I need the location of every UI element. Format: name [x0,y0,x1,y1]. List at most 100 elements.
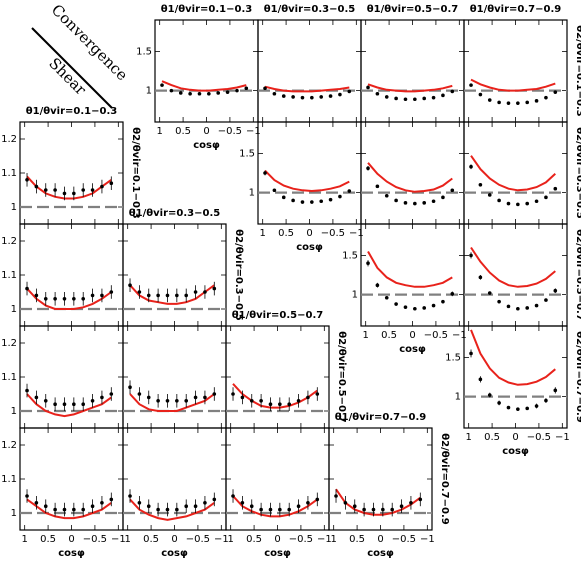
shear-data-point [72,297,76,301]
shear-x-tick-label: 1 [330,534,336,545]
convergence-data-point [450,292,455,296]
shear-y-tick-label: 1.2 [1,236,17,247]
shear-data-point [53,507,57,512]
convergence-x-tick-label: −1 [349,228,364,239]
shear-y-tick-label: 1.1 [1,372,17,383]
convergence-frame [463,121,568,225]
shear-data-point [34,501,39,505]
shear-data-point [193,395,198,400]
convergence-model-line [264,169,350,193]
shear-data-point [343,501,348,505]
shear-data-point [240,395,245,400]
convergence-y-tick-label: 1.5 [342,250,358,261]
convergence-data-point [160,83,164,87]
convergence-x-tick-label: 0 [203,126,209,137]
shear-data-point [53,297,57,301]
convergence-data-point [478,92,483,97]
shear-data-point [409,501,413,505]
convergence-data-point [403,305,408,309]
convergence-frame [463,325,568,429]
convergence-data-point [413,306,417,311]
shear-x-tick-label: 1 [227,534,233,545]
convergence-data-point [375,283,380,288]
convergence-data-point [328,94,333,98]
shear-data-point [137,501,142,505]
convergence-x-tick-label: −0.5 [321,228,345,239]
shear-col-title: θ1/θvir=0.5−0.7 [232,310,323,321]
convergence-data-point [207,91,211,96]
convergence-data-point [441,93,445,98]
shear-data-point [25,286,29,291]
convergence-data-point [366,166,370,171]
shear-data-point [146,504,151,509]
convergence-data-point [516,306,520,311]
convergence-data-point [516,202,520,207]
shear-x-axis-label: cosφ [161,548,188,559]
convergence-panel-r1-c3 [463,121,568,225]
convergence-y-tick-label: 1.5 [239,148,255,159]
convergence-x-tick-label: −0.5 [527,432,551,443]
convergence-data-point [534,199,539,204]
shear-x-tick-label: 0.5 [40,534,56,545]
shear-model-line [26,498,112,520]
shear-data-point [81,507,86,512]
convergence-data-point [347,89,352,94]
convergence-x-tick-label: 0.5 [381,330,397,341]
convergence-data-point [478,377,483,382]
shear-x-tick-label: 1 [21,534,27,545]
shear-col-title: θ1/θvir=0.3−0.5 [129,208,220,219]
shear-y-tick-label: 1.2 [1,440,17,451]
shear-data-point [352,504,357,509]
shear-row-title: θ2/θvir=0.5−0.7 [336,331,347,422]
shear-frame [19,121,124,225]
shear-data-point [268,507,273,512]
shear-data-point [203,501,207,505]
shear-data-point [25,494,29,498]
shear-data-point [90,399,95,403]
shear-y-tick-label: 1.2 [1,134,17,145]
convergence-x-tick-label: 0.5 [484,432,500,443]
convergence-data-point [553,388,558,393]
shear-model-line [232,383,318,409]
convergence-data-point [441,195,445,200]
convergence-data-point [413,97,417,102]
shear-frame [19,427,124,531]
convergence-row-title: θ2/θvir=0.1−0.3 [574,25,581,116]
convergence-data-point [178,91,183,95]
convergence-x-tick-label: 1 [465,432,471,443]
convergence-data-point [272,91,277,96]
convergence-data-point [366,261,370,266]
convergence-y-tick-label: 1 [146,86,152,97]
convergence-data-point [553,90,558,94]
convergence-data-point [216,91,221,95]
convergence-data-point [300,200,305,204]
shear-y-tick-label: 1.1 [1,474,17,485]
convergence-y-tick-label: 1.5 [445,352,461,363]
shear-x-tick-label: 0 [377,534,383,545]
shear-data-point [296,399,301,403]
convergence-col-title: θ1/θvir=0.7−0.9 [470,4,561,15]
shear-frame [122,223,227,327]
convergence-y-tick-label: 1 [249,188,255,199]
shear-x-tick-label: −0.5 [289,534,313,545]
shear-y-tick-label: 1 [11,202,17,213]
convergence-data-point [310,200,314,204]
convergence-data-point [487,291,492,295]
convergence-data-point [506,405,511,410]
convergence-data-point [413,201,417,206]
convergence-data-point [469,83,473,87]
shear-data-point [184,399,189,403]
convergence-x-tick-label: 0.5 [175,126,191,137]
shear-data-point [100,184,104,189]
shear-data-point [90,188,95,192]
shear-data-point [25,178,29,182]
shear-col-title: θ1/θvir=0.1−0.3 [26,106,117,117]
shear-frame [122,427,227,531]
shear-y-tick-label: 1 [11,508,17,519]
convergence-data-point [544,398,548,403]
convergence-data-point [225,90,230,94]
convergence-data-point [291,95,295,99]
shear-model-line [26,393,112,418]
convergence-data-point [525,201,530,206]
